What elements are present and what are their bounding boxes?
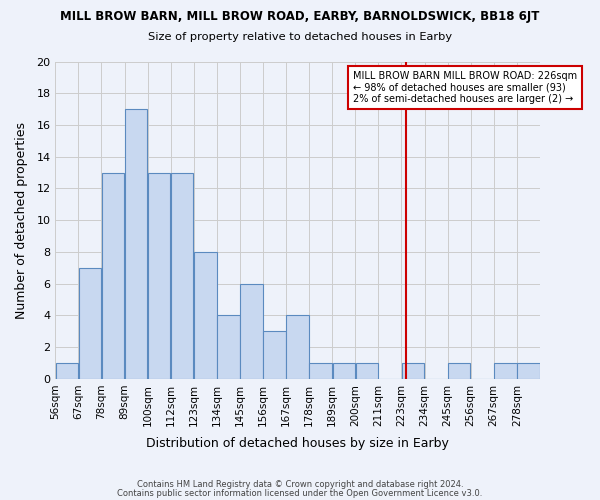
- Bar: [310, 363, 332, 379]
- Bar: [448, 363, 470, 379]
- Bar: [240, 284, 263, 379]
- Bar: [148, 172, 170, 379]
- Bar: [286, 316, 309, 379]
- Bar: [494, 363, 517, 379]
- Bar: [402, 363, 424, 379]
- Bar: [332, 363, 355, 379]
- Bar: [171, 172, 193, 379]
- X-axis label: Distribution of detached houses by size in Earby: Distribution of detached houses by size …: [146, 437, 449, 450]
- Text: Size of property relative to detached houses in Earby: Size of property relative to detached ho…: [148, 32, 452, 42]
- Bar: [194, 252, 217, 379]
- Bar: [79, 268, 101, 379]
- Text: Contains HM Land Registry data © Crown copyright and database right 2024.: Contains HM Land Registry data © Crown c…: [137, 480, 463, 489]
- Bar: [517, 363, 539, 379]
- Bar: [356, 363, 378, 379]
- Y-axis label: Number of detached properties: Number of detached properties: [15, 122, 28, 318]
- Bar: [217, 316, 239, 379]
- Bar: [56, 363, 78, 379]
- Bar: [263, 332, 286, 379]
- Text: Contains public sector information licensed under the Open Government Licence v3: Contains public sector information licen…: [118, 489, 482, 498]
- Text: MILL BROW BARN, MILL BROW ROAD, EARBY, BARNOLDSWICK, BB18 6JT: MILL BROW BARN, MILL BROW ROAD, EARBY, B…: [61, 10, 539, 23]
- Text: MILL BROW BARN MILL BROW ROAD: 226sqm
← 98% of detached houses are smaller (93)
: MILL BROW BARN MILL BROW ROAD: 226sqm ← …: [353, 71, 577, 104]
- Bar: [102, 172, 124, 379]
- Bar: [125, 109, 148, 379]
